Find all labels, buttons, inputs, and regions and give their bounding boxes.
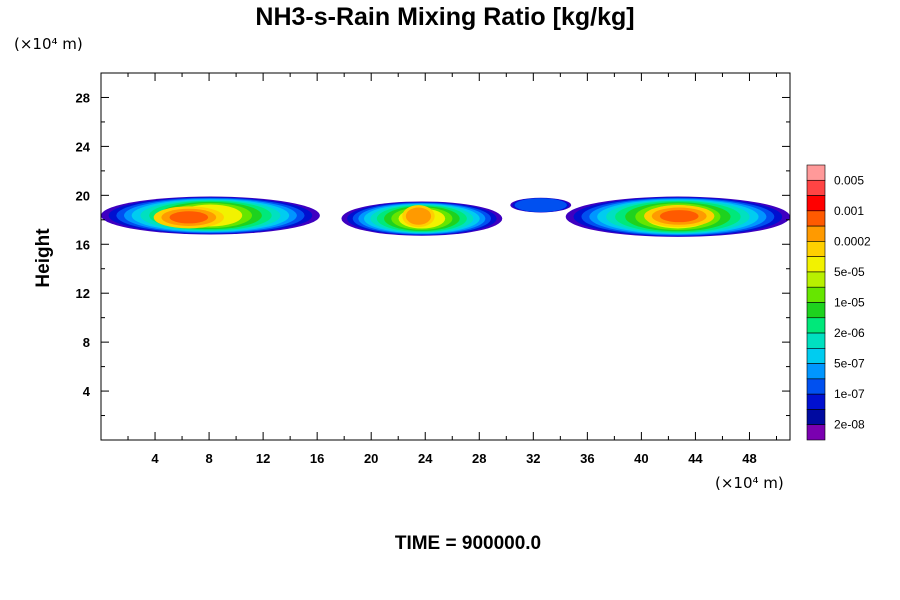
plot-frame bbox=[100, 72, 791, 441]
colorbar-swatch bbox=[806, 332, 826, 349]
colorbar-labels: 0.005 0.001 0.0002 5e-05 1e-05 2e-06 5e-… bbox=[834, 173, 871, 431]
colorbar-swatch bbox=[806, 256, 826, 273]
contour-core bbox=[659, 210, 699, 223]
colorbar-label: 0.001 bbox=[834, 204, 864, 218]
x-tick-label: 44 bbox=[688, 451, 703, 466]
x-tick-label: 20 bbox=[364, 451, 378, 466]
colorbar-swatch bbox=[806, 424, 826, 441]
colorbar-swatch bbox=[806, 225, 826, 242]
colorbar-swatch bbox=[806, 363, 826, 380]
x-tick-label: 40 bbox=[634, 451, 648, 466]
colorbar-swatch bbox=[806, 393, 826, 410]
y-tick-label: 8 bbox=[83, 335, 90, 350]
x-tick-label: 16 bbox=[310, 451, 324, 466]
y-tick-label: 16 bbox=[76, 237, 90, 252]
colorbar-swatch bbox=[806, 195, 826, 212]
cloud-band bbox=[341, 201, 503, 236]
contour-core bbox=[405, 207, 432, 225]
cloud-field bbox=[101, 196, 790, 237]
x-axis-tick-labels: 4 8 12 16 20 24 28 32 36 40 44 48 bbox=[151, 451, 756, 466]
x-tick-label: 28 bbox=[472, 451, 486, 466]
colorbar-swatch bbox=[806, 210, 826, 227]
axis-ticks bbox=[101, 73, 790, 440]
colorbar-swatch bbox=[806, 348, 826, 364]
colorbar bbox=[806, 164, 826, 441]
contour-level bbox=[514, 198, 567, 213]
y-tick-label: 24 bbox=[76, 139, 91, 154]
chart-title: NH3-s-Rain Mixing Ratio [kg/kg] bbox=[255, 3, 634, 31]
colorbar-label: 2e-08 bbox=[834, 418, 865, 432]
colorbar-label: 0.005 bbox=[834, 173, 864, 187]
x-axis-unit: (×10⁴ m) bbox=[715, 474, 784, 492]
colorbar-swatch bbox=[806, 317, 826, 334]
x-tick-label: 32 bbox=[526, 451, 540, 466]
colorbar-label: 5e-05 bbox=[834, 265, 865, 279]
x-tick-label: 48 bbox=[742, 451, 756, 466]
colorbar-swatch bbox=[806, 271, 826, 288]
y-axis-unit: (×10⁴ m) bbox=[14, 35, 83, 53]
cloud-band bbox=[101, 196, 320, 235]
y-tick-label: 28 bbox=[76, 90, 90, 105]
y-axis-label: Height bbox=[33, 228, 54, 288]
time-label: TIME = 900000.0 bbox=[395, 533, 541, 554]
x-tick-label: 8 bbox=[205, 451, 212, 466]
contour-core bbox=[169, 211, 209, 224]
colorbar-swatch bbox=[806, 378, 826, 395]
colorbar-swatch bbox=[806, 241, 826, 257]
colorbar-swatch bbox=[806, 164, 826, 181]
x-tick-label: 4 bbox=[151, 451, 159, 466]
y-tick-label: 4 bbox=[83, 384, 91, 399]
colorbar-label: 2e-06 bbox=[834, 326, 865, 340]
colorbar-label: 1e-05 bbox=[834, 296, 865, 310]
x-tick-label: 36 bbox=[580, 451, 594, 466]
colorbar-swatch bbox=[806, 286, 826, 303]
cloud-band bbox=[510, 197, 572, 213]
x-tick-label: 24 bbox=[418, 451, 433, 466]
colorbar-swatch bbox=[806, 179, 826, 196]
colorbar-swatch bbox=[806, 409, 826, 426]
y-tick-label: 20 bbox=[76, 188, 90, 203]
y-axis-tick-labels: 4 8 12 16 20 24 28 bbox=[76, 90, 91, 399]
cloud-band bbox=[565, 196, 790, 237]
colorbar-swatch bbox=[806, 302, 826, 319]
x-tick-label: 12 bbox=[256, 451, 270, 466]
y-tick-label: 12 bbox=[76, 286, 90, 301]
colorbar-label: 0.0002 bbox=[834, 234, 871, 248]
colorbar-label: 5e-07 bbox=[834, 357, 865, 371]
colorbar-label: 1e-07 bbox=[834, 387, 865, 401]
